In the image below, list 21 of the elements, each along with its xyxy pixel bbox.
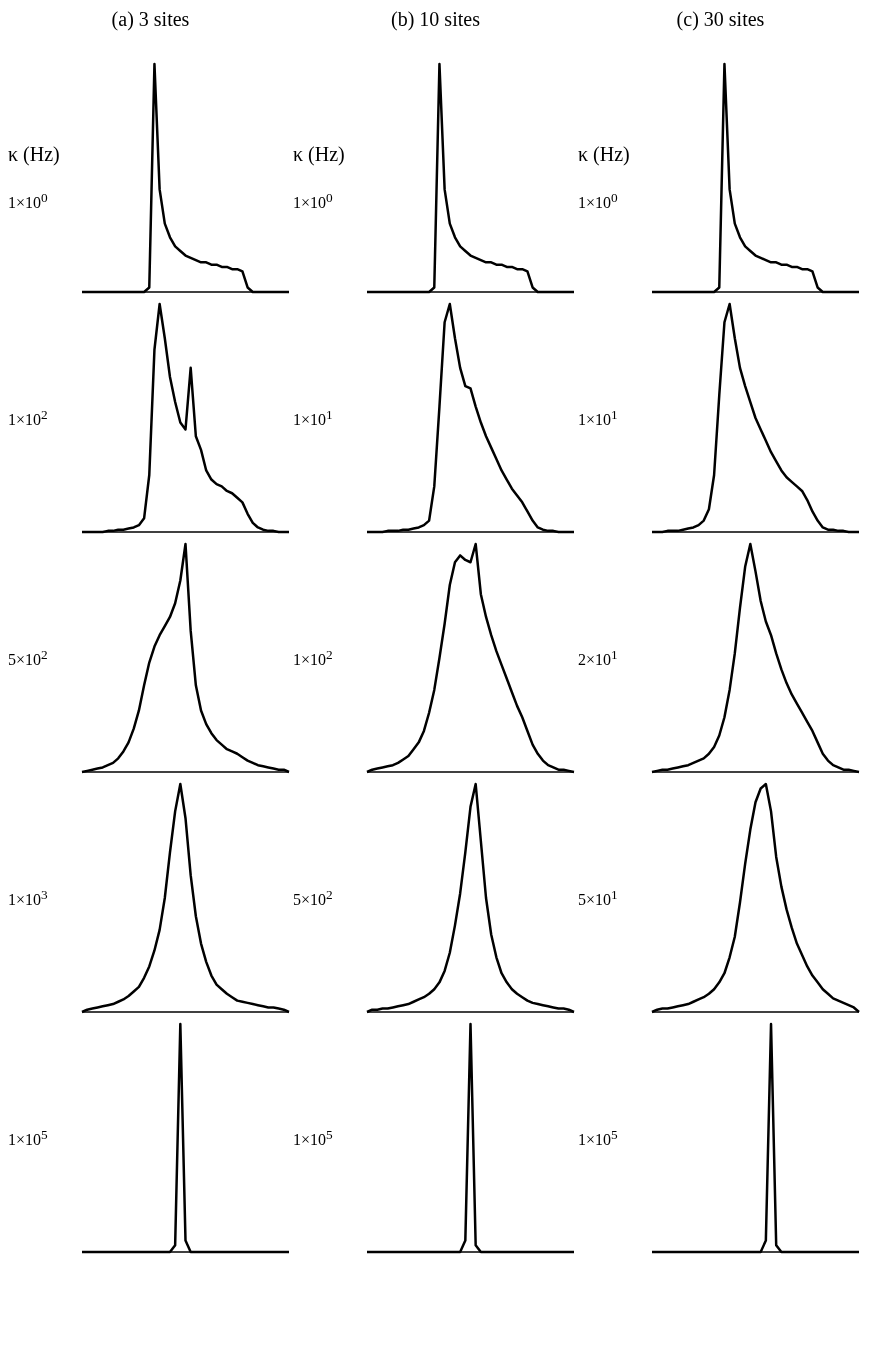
text: 5×10$^{2}$ <box>8 646 49 670</box>
text: 2×10$^{1}$ <box>578 646 619 670</box>
text: κ (Hz) <box>293 143 346 167</box>
text: 5×10$^{2}$ <box>293 886 334 910</box>
text: 1×10$^{3}$ <box>8 886 49 910</box>
text: 1×10$^{2}$ <box>293 646 334 670</box>
text: 1×10$^{1}$ <box>293 406 334 430</box>
text: 5×10$^{1}$ <box>578 886 619 910</box>
text: 1×10$^{5}$ <box>8 1126 49 1150</box>
text: 1×10$^{2}$ <box>8 406 49 430</box>
text: 1×10$^{1}$ <box>578 406 619 430</box>
chart-title: (b) 10 sites <box>390 8 481 33</box>
chart-title: (a) 3 sites <box>110 8 191 33</box>
text: 1×10$^{0}$ <box>293 190 334 213</box>
text: 1×10$^{5}$ <box>578 1126 619 1150</box>
text: κ (Hz) <box>8 143 61 167</box>
text: 1×10$^{5}$ <box>293 1126 334 1150</box>
text: κ (Hz) <box>578 143 631 167</box>
chart-title: (c) 30 sites <box>675 8 766 33</box>
text: 1×10$^{0}$ <box>8 190 49 213</box>
text: 1×10$^{0}$ <box>578 190 619 213</box>
